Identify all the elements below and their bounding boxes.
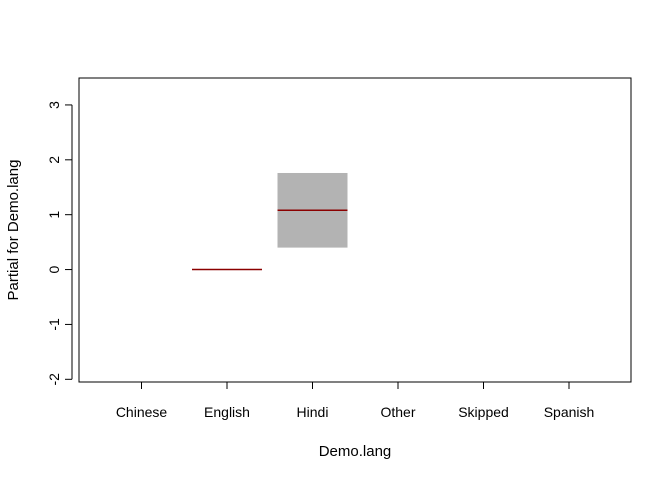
y-tick-label: 3	[46, 101, 62, 109]
x-tick-label: English	[204, 404, 250, 420]
x-tick-label: Other	[380, 404, 415, 420]
y-tick-label: 0	[46, 265, 62, 273]
y-tick-label: 2	[46, 156, 62, 164]
x-tick-label: Skipped	[458, 404, 509, 420]
plot-frame	[78, 77, 632, 383]
y-tick-label: -1	[46, 318, 62, 331]
y-axis: -2 -1 0 1 2 3	[46, 101, 73, 386]
y-axis-title: Partial for Demo.lang	[5, 160, 22, 301]
fit-lines	[192, 209, 348, 271]
x-tick-label: Chinese	[116, 404, 168, 420]
x-tick-label: Spanish	[544, 404, 595, 420]
y-tick-label: 1	[46, 211, 62, 219]
x-axis-title: Demo.lang	[319, 443, 392, 460]
x-axis: Chinese English Hindi Other Skipped Spanish	[116, 381, 595, 420]
x-tick-label: Hindi	[297, 404, 329, 420]
y-tick-label: -2	[46, 373, 62, 386]
